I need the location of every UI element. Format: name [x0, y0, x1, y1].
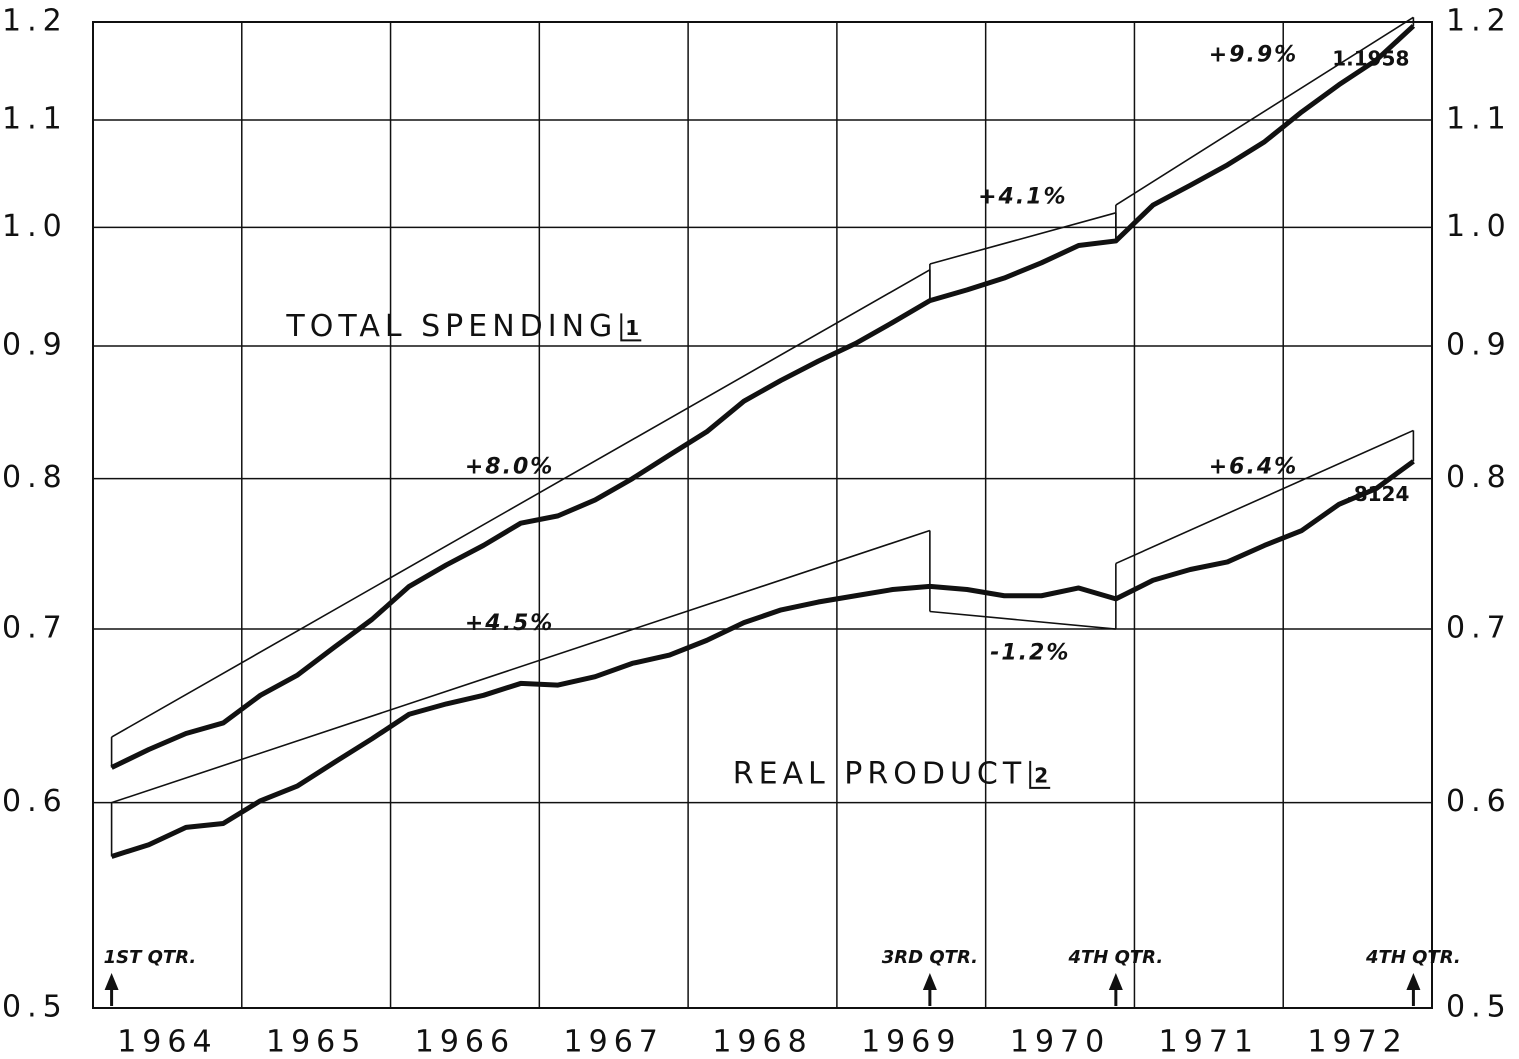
- arrow-head: [1406, 973, 1421, 990]
- x-tick-label: 1968: [712, 1025, 812, 1059]
- x-tick-label: 1965: [266, 1025, 366, 1059]
- series-line: [110, 459, 1415, 859]
- x-tick-label: 1969: [861, 1025, 961, 1059]
- x-tick-label: 1972: [1307, 1025, 1407, 1059]
- trend-line: [929, 610, 1116, 630]
- value-label: .8124: [1346, 482, 1409, 506]
- x-tick-label: 1971: [1159, 1025, 1259, 1059]
- quarter-label: 4TH QTR.: [1365, 947, 1461, 968]
- annotation: +4.5%: [465, 611, 554, 636]
- annotation: +9.9%: [1209, 42, 1298, 67]
- y2-tick-label: 0.6: [1446, 784, 1512, 819]
- series-label: REAL PRODUCT: [733, 756, 1026, 791]
- y2-tick-label: 1.2: [1446, 4, 1512, 39]
- quarter-label: 4TH QTR.: [1067, 947, 1163, 968]
- series-note: 2: [1034, 763, 1048, 787]
- y-tick-label: 0.5: [2, 990, 68, 1025]
- annotation: +6.4%: [1209, 454, 1298, 479]
- x-tick-label: 1964: [117, 1025, 217, 1059]
- y2-tick-label: 1.1: [1446, 101, 1512, 136]
- note-bracket: [620, 313, 642, 342]
- x-tick-label: 1967: [564, 1025, 664, 1059]
- y2-tick-label: 0.5: [1446, 990, 1512, 1025]
- annotation: +8.0%: [465, 454, 554, 479]
- y2-tick-label: 0.8: [1446, 460, 1512, 495]
- y-tick-label: 0.7: [2, 611, 68, 646]
- arrow-head: [922, 973, 937, 990]
- annotation: -1.2%: [990, 640, 1070, 665]
- y2-tick-label: 0.7: [1446, 611, 1512, 646]
- value-label: 1.1958: [1332, 46, 1409, 70]
- y-tick-label: 1.2: [2, 4, 68, 39]
- note-bracket: [1029, 760, 1051, 789]
- y2-tick-label: 1.0: [1446, 209, 1512, 244]
- plot-frame: [92, 21, 1433, 1009]
- arrow-head: [1108, 973, 1123, 990]
- quarter-label: 3RD QTR.: [882, 947, 978, 968]
- trend-line: [1115, 429, 1414, 565]
- trend-line: [1115, 16, 1414, 206]
- y-tick-label: 1.1: [2, 101, 68, 136]
- trend-line: [111, 529, 931, 804]
- series-note: 1: [625, 316, 639, 340]
- y2-tick-label: 0.9: [1446, 328, 1512, 363]
- y-tick-label: 0.9: [2, 328, 68, 363]
- trend-line: [111, 269, 931, 738]
- trend-line: [929, 212, 1117, 265]
- y-tick-label: 1.0: [2, 209, 68, 244]
- series-label: TOTAL SPENDING: [285, 309, 617, 344]
- x-tick-label: 1966: [415, 1025, 515, 1059]
- x-tick-label: 1970: [1010, 1025, 1110, 1059]
- y-tick-label: 0.6: [2, 784, 68, 819]
- series-line: [110, 24, 1416, 770]
- annotation: +4.1%: [978, 184, 1067, 209]
- arrow-head: [104, 973, 119, 990]
- quarter-label: 1ST QTR.: [104, 947, 197, 968]
- y-tick-label: 0.8: [2, 460, 68, 495]
